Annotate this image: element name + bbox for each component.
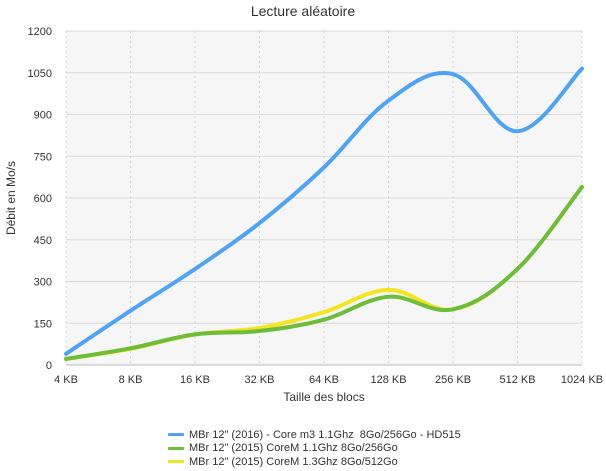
- series-lines: [64, 66, 584, 361]
- y-tick-label: 1050: [28, 68, 52, 80]
- legend-label: MBr 12" (2015) CoreM 1.1Ghz 8Go/256Go: [189, 442, 398, 455]
- legend-label: MBr 12" (2015) CoreM 1.3Ghz 8Go/512Go: [189, 455, 398, 468]
- x-tick-label: 8 KB: [119, 374, 143, 386]
- x-tick-label: 4 KB: [54, 374, 78, 386]
- x-axis-label: Taille des blocs: [283, 390, 365, 404]
- legend-item: MBr 12" (2016) - Core m3 1.1Ghz 8Go/256G…: [168, 428, 461, 442]
- legend-swatch: [168, 460, 184, 464]
- x-tick-labels: 4 KB 8 KB 16 KB 32 KB 64 KB 128 KB 256 KB 512 K…: [54, 374, 603, 386]
- y-tick-label: 300: [34, 277, 52, 289]
- legend-swatch: [168, 446, 184, 450]
- y-tick-label: 150: [34, 318, 52, 330]
- y-tick-label: 750: [34, 151, 52, 163]
- x-tick-label: 1024 KB: [561, 374, 603, 386]
- x-tick-label: 256 KB: [435, 374, 471, 386]
- grid-lines: [65, 30, 583, 366]
- y-tick-labels: 0 150 300 450 600 750 900 1050 1200: [28, 26, 52, 372]
- y-tick-label: 1200: [28, 26, 52, 38]
- x-tick-label: 64 KB: [309, 374, 339, 386]
- legend-swatch: [168, 433, 184, 437]
- y-tick-label: 900: [34, 110, 52, 122]
- x-tick-label: 16 KB: [180, 374, 210, 386]
- y-axis-label: Débit en Mo/s: [4, 160, 18, 236]
- legend-label: MBr 12" (2016) - Core m3 1.1Ghz 8Go/256G…: [189, 428, 461, 441]
- x-tick-label: 512 KB: [499, 374, 535, 386]
- legend-item: MBr 12" (2015) CoreM 1.1Ghz 8Go/256Go: [168, 442, 461, 456]
- y-tick-label: 600: [34, 193, 52, 205]
- x-tick-label: 32 KB: [245, 374, 275, 386]
- x-tick-label: 128 KB: [370, 374, 406, 386]
- y-tick-label: 0: [46, 360, 52, 372]
- legend-item: MBr 12" (2015) CoreM 1.3Ghz 8Go/512Go: [168, 455, 461, 469]
- series-line: [64, 66, 584, 356]
- legend: MBr 12" (2016) - Core m3 1.1Ghz 8Go/256G…: [168, 428, 461, 469]
- y-tick-label: 450: [34, 235, 52, 247]
- chart-title: Lecture aléatoire: [250, 3, 356, 19]
- series-line: [64, 184, 584, 361]
